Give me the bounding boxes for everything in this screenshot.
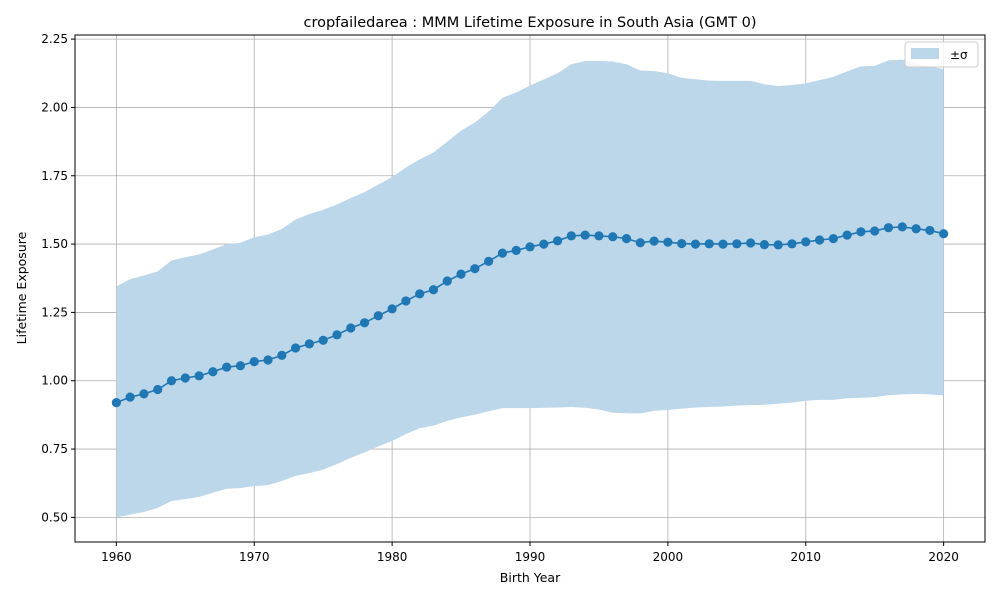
x-tick-label: 1980 [377,550,408,564]
data-point [208,367,218,377]
chart-title: cropfailedarea : MMM Lifetime Exposure i… [303,15,756,31]
data-point [263,355,273,365]
data-point [401,296,411,306]
y-tick-label: 2.25 [41,32,68,46]
sigma-band [116,59,944,518]
data-point [911,224,921,234]
x-tick-label: 1960 [101,550,132,564]
y-tick-label: 2.00 [41,100,68,114]
data-point [125,392,135,402]
legend-band-swatch [911,48,939,59]
data-point [373,311,383,321]
data-point [897,222,907,232]
data-point [484,256,494,266]
data-point [346,323,356,333]
data-point [525,242,535,252]
data-point [663,237,673,247]
data-point [594,231,604,241]
data-point [746,238,756,248]
data-point [194,371,204,381]
data-point [552,236,563,246]
data-point [649,236,659,246]
data-point [621,234,632,244]
data-point [332,330,342,340]
data-point [456,269,466,279]
data-point [180,373,190,383]
data-point [635,238,645,248]
sigma-band-layer [116,59,944,518]
data-point [415,289,425,299]
x-tick-label: 1970 [239,550,270,564]
data-point [704,239,714,249]
x-axis-label: Birth Year [500,570,561,585]
y-tick-label: 1.25 [41,305,68,319]
legend: ±σ [904,41,979,68]
data-point [732,239,742,249]
y-tick-label: 1.50 [41,237,68,251]
data-point [801,237,811,247]
data-point [842,230,852,240]
legend-band-label: ±σ [950,48,968,62]
data-point [580,230,590,240]
data-point [925,225,935,236]
y-tick-label: 1.00 [41,374,68,388]
data-point [539,239,549,249]
y-tick-label: 1.75 [41,169,68,183]
data-point [883,223,894,233]
y-axis-label: Lifetime Exposure [14,231,29,344]
data-point [387,304,397,314]
x-tick-label: 2010 [790,550,821,564]
data-point [497,248,508,258]
data-point [608,232,618,242]
data-point [690,239,701,249]
data-point [939,229,949,239]
data-point [235,361,246,371]
data-point [870,226,880,236]
data-point [718,239,728,249]
x-tick-label: 1990 [515,550,546,564]
data-point [677,238,687,249]
data-point [111,398,121,408]
data-point [153,384,163,395]
data-point [139,389,149,399]
data-point [787,239,797,249]
data-point [814,235,825,245]
data-point [828,234,838,244]
data-point [304,339,314,349]
data-point [291,343,301,353]
data-point [773,240,783,250]
x-tick-label: 2000 [653,550,684,564]
y-axis-ticks: 0.50 0.75 1.00 1.25 1.50 1.75 2.00 2.25 [41,32,75,524]
data-point [470,264,480,274]
data-point [566,231,576,241]
data-point [277,350,287,360]
data-point [359,318,370,328]
data-points [111,222,949,408]
y-tick-label: 0.75 [41,442,68,456]
x-axis-ticks: 1960 1970 1980 1990 2000 2010 2020 [101,542,959,564]
data-point [442,276,452,286]
data-point [222,362,232,372]
y-tick-label: 0.50 [41,510,68,524]
data-point [759,240,769,250]
data-point [249,357,259,367]
data-point [511,245,521,255]
data-point [166,376,177,386]
x-tick-label: 2020 [928,550,959,564]
data-point [428,285,439,295]
data-point [856,227,866,237]
data-point [318,335,328,345]
